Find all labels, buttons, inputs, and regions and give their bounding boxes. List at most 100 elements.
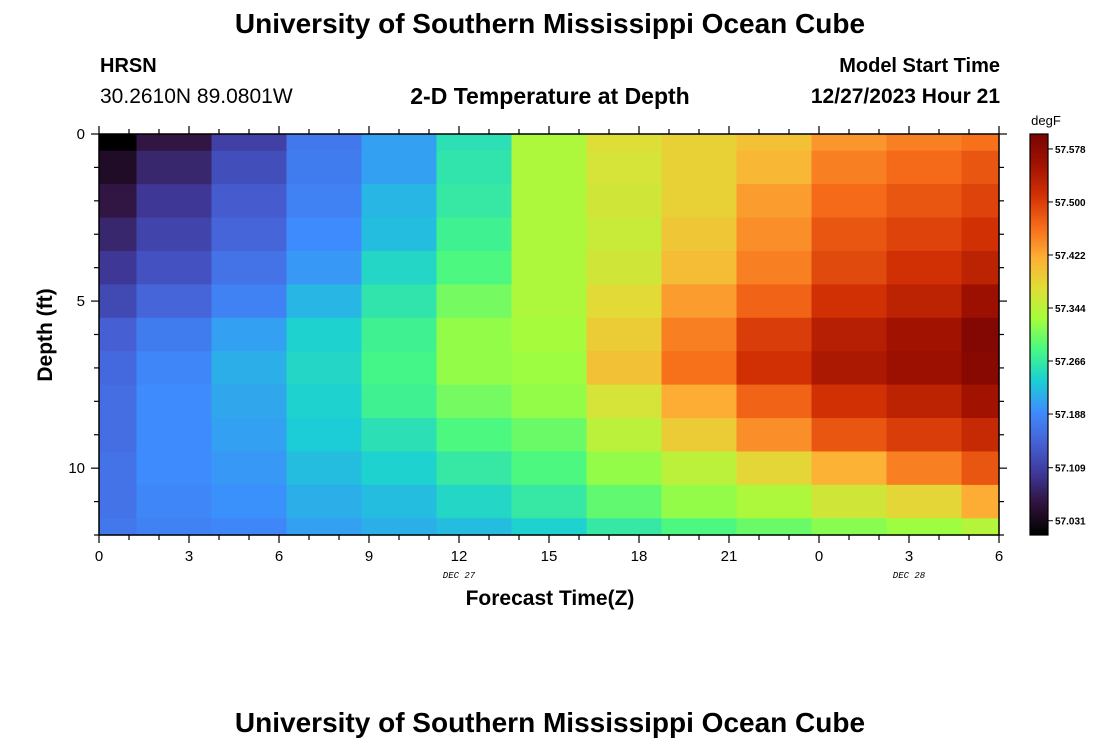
heatmap-cell: [136, 217, 213, 252]
heatmap-cell: [811, 150, 888, 185]
heatmap-cell: [961, 150, 1000, 185]
heatmap-cell: [736, 317, 813, 352]
y-tick-label: 10: [68, 460, 85, 477]
heatmap-cell: [511, 518, 588, 536]
heatmap-cell: [211, 384, 288, 419]
page-title-repeat: University of Southern Mississippi Ocean…: [234, 707, 866, 738]
heatmap-cell: [736, 250, 813, 285]
x-tick-label: 21: [721, 548, 738, 565]
heatmap-cell: [886, 134, 963, 152]
heatmap-cell: [211, 184, 288, 219]
plot-title: 2-D Temperature at Depth: [410, 83, 690, 109]
heatmap-cell: [136, 351, 213, 386]
heatmap-cell: [286, 418, 363, 453]
model-start-time: 12/27/2023 Hour 21: [810, 85, 1000, 108]
x-tick-label: 6: [995, 548, 1003, 565]
x-tick-label: 0: [815, 548, 823, 565]
heatmap-cell: [286, 384, 363, 419]
heatmap-cell: [586, 351, 663, 386]
heatmap-cell: [361, 484, 438, 519]
heatmap-cell: [136, 284, 213, 319]
heatmap-cell: [211, 217, 288, 252]
heatmap-cell: [99, 134, 138, 152]
heatmap-cell: [136, 150, 213, 185]
heatmap-cell: [99, 384, 138, 419]
heatmap-cell: [961, 317, 1000, 352]
heatmap-cell: [586, 150, 663, 185]
heatmap-cell: [811, 184, 888, 219]
heatmap-cell: [886, 284, 963, 319]
colorbar-scale: [1029, 133, 1049, 536]
heatmap-cell: [661, 134, 738, 152]
colorbar-tick-label: 57.344: [1055, 304, 1086, 315]
heatmap-cell: [811, 384, 888, 419]
heatmap-cell: [136, 317, 213, 352]
heatmap-cell: [511, 384, 588, 419]
colorbar-tick-label: 57.500: [1055, 198, 1086, 209]
heatmap-cell: [736, 484, 813, 519]
heatmap-cell: [661, 284, 738, 319]
heatmap-cell: [736, 150, 813, 185]
heatmap-cell: [736, 384, 813, 419]
heatmap-cell: [361, 250, 438, 285]
heatmap-cell: [736, 284, 813, 319]
heatmap-cell: [211, 484, 288, 519]
heatmap-cell: [211, 284, 288, 319]
heatmap-cell: [661, 384, 738, 419]
x-tick-label: 6: [275, 548, 283, 565]
x-axis-label: Forecast Time(Z): [466, 587, 635, 610]
heatmap-cell: [436, 150, 513, 185]
heatmap-cell: [136, 451, 213, 486]
colorbar-tick-label: 57.109: [1055, 464, 1086, 475]
colorbar-tick-label: 57.578: [1055, 145, 1086, 156]
heatmap-cell: [436, 134, 513, 152]
heatmap-cell: [286, 250, 363, 285]
heatmap-cell: [99, 150, 138, 185]
heatmap-cell: [736, 184, 813, 219]
heatmap-cell: [361, 518, 438, 536]
heatmap-cell: [811, 518, 888, 536]
heatmap-cell: [886, 384, 963, 419]
heatmap-cell: [961, 484, 1000, 519]
heatmap-cell: [661, 317, 738, 352]
station-coordinates: 30.2610N 89.0801W: [100, 85, 293, 108]
heatmap-cell: [361, 384, 438, 419]
heatmap-cell: [961, 351, 1000, 386]
x-tick-label: 0: [95, 548, 103, 565]
heatmap-cell: [811, 317, 888, 352]
colorbar-tick-label: 57.188: [1055, 410, 1086, 421]
heatmap-cell: [811, 484, 888, 519]
heatmap-cell: [99, 484, 138, 519]
heatmap-cell: [286, 484, 363, 519]
heatmap-cell: [286, 317, 363, 352]
heatmap-cell: [361, 451, 438, 486]
heatmap-cell: [586, 284, 663, 319]
heatmap-cell: [211, 250, 288, 285]
x-tick-label: 15: [541, 548, 558, 565]
colorbar-tick-label: 57.422: [1055, 251, 1086, 262]
colorbar-units-label: degF: [1031, 113, 1061, 128]
heatmap-cell: [511, 317, 588, 352]
heatmap-cell: [211, 134, 288, 152]
heatmap-cell: [361, 284, 438, 319]
heatmap-cell: [661, 418, 738, 453]
heatmap-cell: [286, 217, 363, 252]
heatmap-cell: [736, 351, 813, 386]
heatmap-cell: [211, 351, 288, 386]
heatmap-cell: [736, 418, 813, 453]
heatmap-cell: [511, 418, 588, 453]
heatmap-cell: [961, 518, 1000, 536]
heatmap-cell: [886, 184, 963, 219]
heatmap-cell: [99, 317, 138, 352]
heatmap-cell: [286, 351, 363, 386]
heatmap-cell: [99, 451, 138, 486]
heatmap-cell: [961, 418, 1000, 453]
heatmap-cell: [886, 317, 963, 352]
heatmap-cell: [99, 351, 138, 386]
heatmap-cell: [286, 284, 363, 319]
temperature-heatmap-chart: 0 3 6 9 12 15 18 21 0 3 6 DEC 27 DEC 28 0 5 10 Forecas…: [34, 113, 1086, 610]
heatmap-cell: [436, 484, 513, 519]
heatmap-cell: [436, 317, 513, 352]
heatmap-cell: [586, 484, 663, 519]
heatmap-cell: [961, 451, 1000, 486]
